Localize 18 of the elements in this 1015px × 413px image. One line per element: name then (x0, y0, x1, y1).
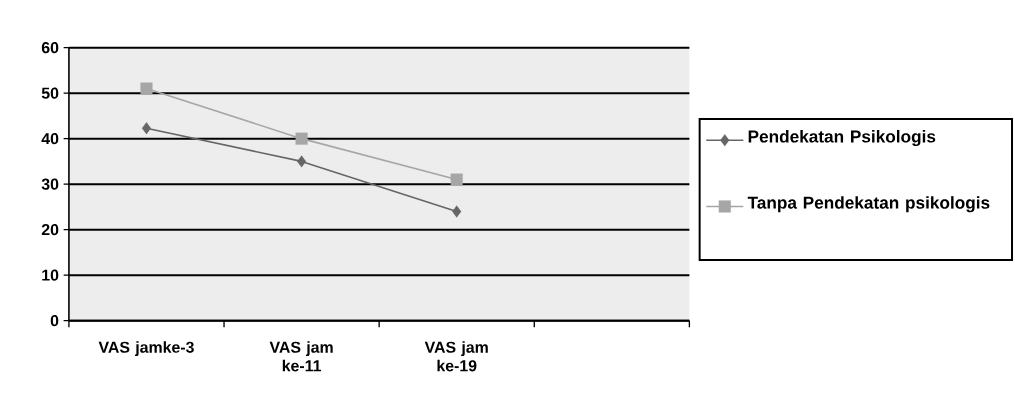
point (450, 173, 463, 186)
x-tick-label: VAS jam ke-19 (424, 341, 488, 372)
y-tick-label: 60 (41, 42, 59, 54)
point (140, 82, 153, 95)
x-tick-label: VAS jam ke-11 (269, 341, 333, 372)
point (297, 155, 307, 168)
point (295, 132, 308, 145)
y-tick-label: 40 (41, 133, 59, 145)
y-tick-label: 20 (41, 224, 59, 236)
x-tick-label: VAS jamke-3 (98, 341, 194, 357)
y-tick-label: 0 (50, 315, 59, 327)
legend-label: Pendekatan Psikologis (748, 129, 936, 147)
point (141, 122, 152, 135)
y-tick-label: 30 (41, 178, 59, 190)
y-tick-label: 10 (42, 269, 59, 281)
legend-label: Tanpa Pendekatan psikologis (747, 196, 990, 213)
y-tick-label: 50 (41, 87, 59, 99)
point (452, 205, 462, 218)
